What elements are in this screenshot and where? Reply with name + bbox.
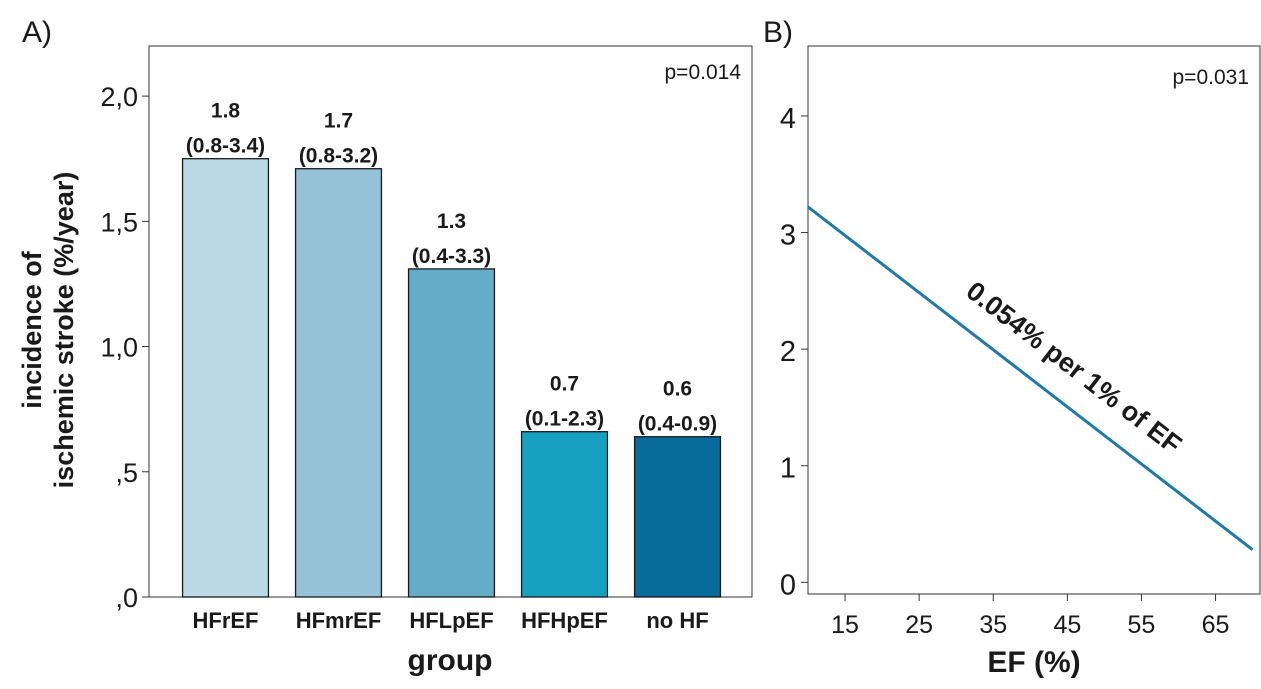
panel-a-y-tick-label: ,0 <box>115 583 138 613</box>
panel-a-x-tick-label: HFrEF <box>193 608 259 633</box>
panel-a-label: A) <box>22 16 52 49</box>
panel-b-y-tick-label: 4 <box>780 103 796 135</box>
panel-a-bars: 1.8 (0.8-3.4) 1.7 (0.8-3.2) 1.3 (0.4-3.3) 0.7 (… <box>181 100 722 598</box>
bar-value-label: 1.3 <box>437 210 466 233</box>
panel-a-y-tick-label: 1,0 <box>100 333 138 363</box>
panel-b-x-tick-label: 15 <box>831 611 859 639</box>
panel-b-x-tick-label: 25 <box>905 611 933 639</box>
panel-a: A) ,0 ,5 1,0 1,5 2,0 1.8 (0.8-3.4) 1.7 (0.8-3.2… <box>17 16 753 677</box>
panel-a-x-tick-label: HFHpEF <box>521 608 608 633</box>
bar-hflpef <box>407 268 496 598</box>
regression-line <box>807 205 1254 551</box>
bar-value-label: 0.7 <box>550 373 579 396</box>
panel-a-y-axis-title-line1: incidence of <box>17 250 47 409</box>
panel-a-x-tick-labels: HFrEF HFmrEF HFLpEF HFHpEF no HF <box>193 608 709 633</box>
bar-ci-label: (0.4-3.3) <box>412 245 491 268</box>
panel-b-x-tick-label: 55 <box>1128 611 1156 639</box>
bar-ci-label: (0.8-3.2) <box>299 145 378 168</box>
bar-value-label: 1.8 <box>211 100 241 123</box>
panel-a-y-tick-label: ,5 <box>115 458 138 488</box>
panel-b-y-tick-label: 1 <box>780 453 796 485</box>
panel-b-plot-frame <box>807 45 1261 595</box>
bar-no-hf <box>633 436 722 598</box>
panel-b-y-tick-label: 0 <box>780 569 796 601</box>
bar-ci-label: (0.4-0.9) <box>638 413 717 436</box>
panel-b: B) 0 1 2 3 4 15 25 35 45 55 65 p=0.031 0.054% per… <box>763 16 1261 679</box>
panel-a-x-axis-title: group <box>408 644 493 677</box>
bar-ci-label: (0.8-3.4) <box>186 135 265 158</box>
panel-b-x-tick-label: 45 <box>1053 611 1081 639</box>
panel-b-x-ticks: 15 25 35 45 55 65 <box>831 594 1229 639</box>
panel-b-label: B) <box>763 16 793 49</box>
panel-b-x-axis-title: EF (%) <box>987 646 1080 679</box>
panel-b-x-tick-label: 35 <box>979 611 1007 639</box>
panel-b-x-tick-label: 65 <box>1202 611 1230 639</box>
panel-b-series <box>807 205 1254 551</box>
bar-ci-label: (0.1-2.3) <box>525 408 604 431</box>
bar-hfmref <box>294 168 383 598</box>
panel-a-annotation: p=0.014 <box>665 61 742 84</box>
panel-a-y-axis-title-line2: ischemic stroke (%/year) <box>49 172 79 489</box>
panel-a-y-ticks: ,0 ,5 1,0 1,5 2,0 <box>100 82 149 613</box>
bar-hfref <box>181 158 270 598</box>
bar-hfhpef <box>520 431 609 598</box>
panel-b-y-ticks: 0 1 2 3 4 <box>780 103 808 601</box>
panel-a-x-tick-label: HFmrEF <box>296 608 382 633</box>
panel-a-y-tick-label: 2,0 <box>100 82 138 112</box>
panel-a-x-tick-label: HFLpEF <box>409 608 493 633</box>
bar-value-label: 0.6 <box>663 378 692 401</box>
bar-value-label: 1.7 <box>324 110 353 133</box>
panel-a-y-tick-label: 1,5 <box>100 207 138 237</box>
panel-a-x-tick-label: no HF <box>646 608 708 633</box>
panel-b-y-tick-label: 3 <box>780 220 796 252</box>
panel-b-slope-annotation: 0.054% per 1% of EF <box>961 276 1187 460</box>
panel-b-y-tick-label: 2 <box>780 336 796 368</box>
panel-b-annotation: p=0.031 <box>1173 66 1250 89</box>
